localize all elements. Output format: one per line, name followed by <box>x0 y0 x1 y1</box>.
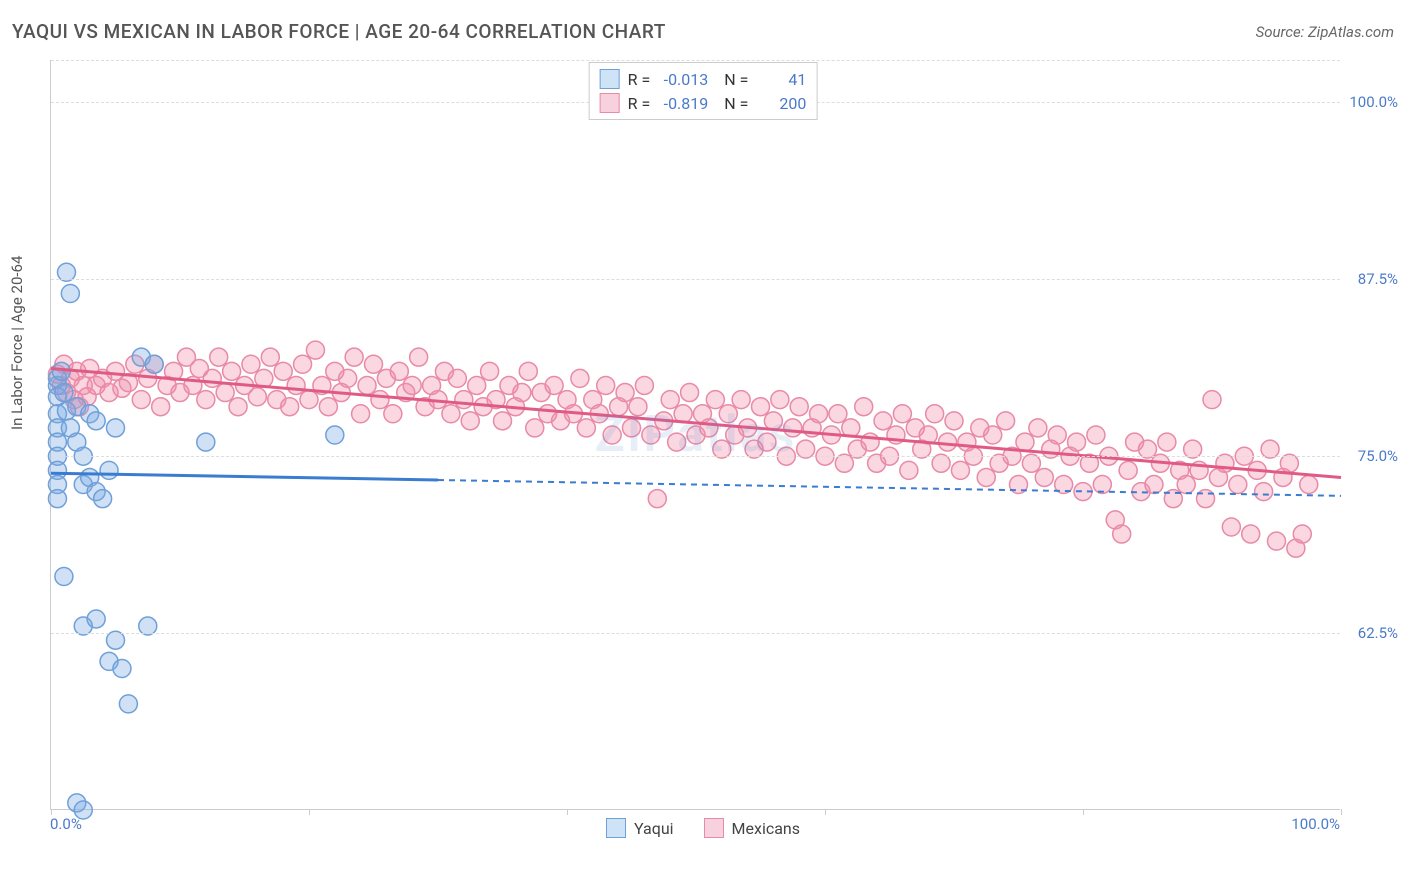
y-tick-label: 100.0% <box>1349 93 1398 111</box>
swatch-mexicans <box>600 93 620 113</box>
legend-item-mexicans: Mexicans <box>704 818 800 838</box>
correlation-legend: R = -0.013 N = 41 R = -0.819 N = 200 <box>589 62 818 120</box>
r-value-mexicans: -0.819 <box>658 94 708 113</box>
r-label: R = <box>628 70 651 89</box>
legend-item-yaqui: Yaqui <box>606 818 674 838</box>
y-tick-label: 62.5% <box>1358 624 1398 642</box>
chart-plot-area: ZIPatlas 62.5%75.0%87.5%100.0% <box>50 60 1340 810</box>
swatch-yaqui <box>606 818 626 838</box>
y-tick-label: 75.0% <box>1358 447 1398 465</box>
scatter-plot-svg <box>51 60 1340 809</box>
n-value-mexicans: 200 <box>756 94 806 113</box>
y-axis-label: In Labor Force | Age 20-64 <box>8 256 26 430</box>
n-value-yaqui: 41 <box>756 70 806 89</box>
chart-header: YAQUI VS MEXICAN IN LABOR FORCE | AGE 20… <box>12 20 1394 43</box>
swatch-yaqui <box>600 69 620 89</box>
legend-row-mexicans: R = -0.819 N = 200 <box>600 91 807 115</box>
series-label-yaqui: Yaqui <box>634 819 674 838</box>
swatch-mexicans <box>704 818 724 838</box>
y-tick-label: 87.5% <box>1358 270 1398 288</box>
chart-source: Source: ZipAtlas.com <box>1256 23 1394 41</box>
n-label: N = <box>716 94 748 113</box>
legend-row-yaqui: R = -0.013 N = 41 <box>600 67 807 91</box>
r-label: R = <box>628 94 651 113</box>
series-label-mexicans: Mexicans <box>732 819 800 838</box>
r-value-yaqui: -0.013 <box>658 70 708 89</box>
x-min-label: 0.0% <box>50 815 82 833</box>
chart-title: YAQUI VS MEXICAN IN LABOR FORCE | AGE 20… <box>12 20 666 43</box>
series-legend: Yaqui Mexicans <box>606 818 800 838</box>
x-max-label: 100.0% <box>1291 815 1340 833</box>
n-label: N = <box>716 70 748 89</box>
